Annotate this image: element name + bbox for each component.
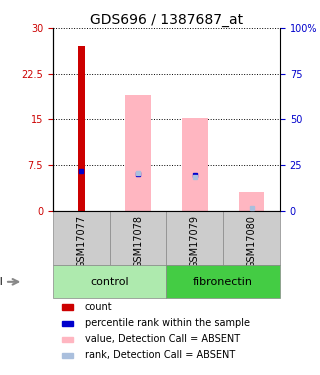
Bar — [239, 192, 264, 211]
Bar — [62, 304, 73, 309]
Bar — [166, 266, 280, 298]
Bar — [62, 337, 73, 342]
Bar — [53, 266, 166, 298]
Bar — [166, 211, 223, 266]
Bar — [53, 211, 109, 266]
Bar — [62, 321, 73, 326]
Bar — [109, 211, 166, 266]
Bar — [182, 118, 208, 211]
Bar — [223, 211, 280, 266]
Text: GSM17079: GSM17079 — [190, 215, 200, 268]
Text: control: control — [90, 277, 129, 287]
Text: GSM17080: GSM17080 — [247, 215, 257, 268]
Text: GSM17077: GSM17077 — [76, 215, 86, 268]
Bar — [77, 46, 85, 211]
Text: protocol: protocol — [0, 277, 3, 287]
Text: fibronectin: fibronectin — [193, 277, 253, 287]
Text: count: count — [84, 302, 112, 312]
Bar — [125, 95, 151, 211]
Bar — [62, 352, 73, 358]
Title: GDS696 / 1387687_at: GDS696 / 1387687_at — [90, 13, 243, 27]
Text: GSM17078: GSM17078 — [133, 215, 143, 268]
Text: value, Detection Call = ABSENT: value, Detection Call = ABSENT — [84, 334, 240, 344]
Text: rank, Detection Call = ABSENT: rank, Detection Call = ABSENT — [84, 350, 235, 360]
Text: percentile rank within the sample: percentile rank within the sample — [84, 318, 250, 328]
